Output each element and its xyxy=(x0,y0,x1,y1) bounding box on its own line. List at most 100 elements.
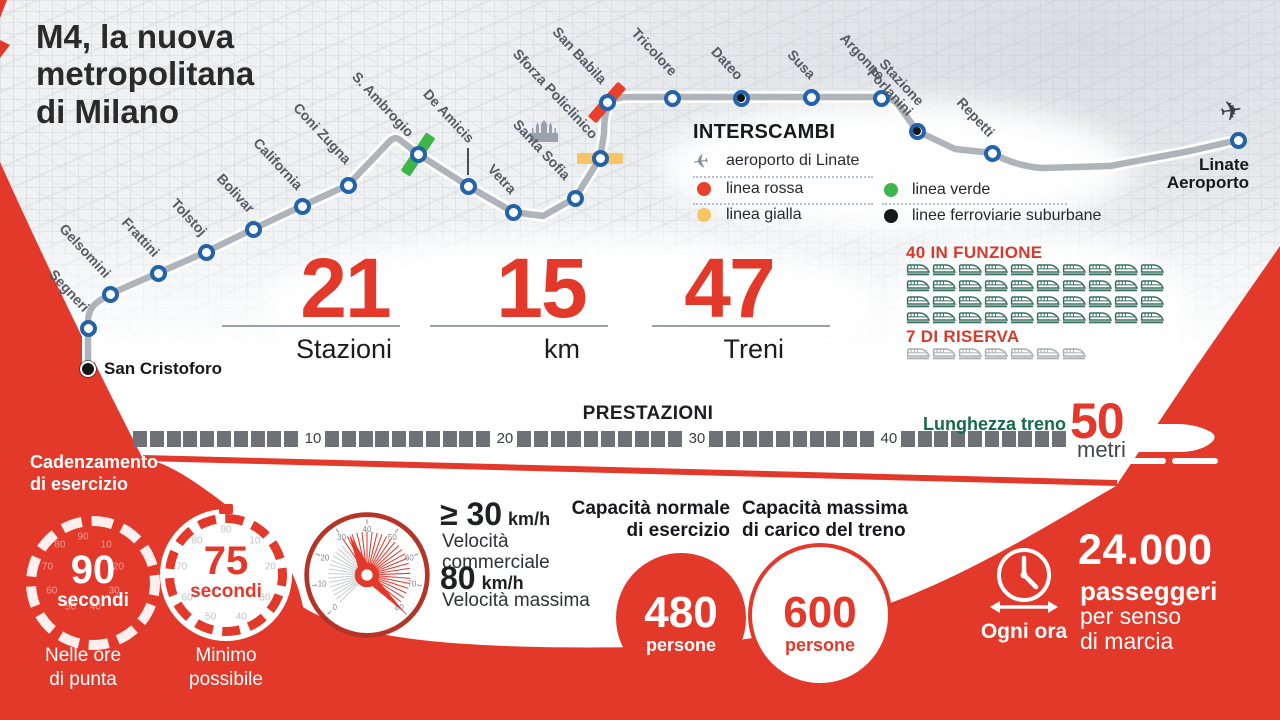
station-san-cristoforo xyxy=(80,361,96,377)
train-icon xyxy=(1062,278,1087,293)
train-icon xyxy=(1010,278,1035,293)
train-length-unit: metri xyxy=(1077,437,1126,462)
train-icon xyxy=(984,294,1009,309)
train-icon xyxy=(1114,278,1139,293)
ruler-square xyxy=(860,430,875,447)
commercial-speed-label: Velocità commerciale xyxy=(442,531,550,574)
ruler-square xyxy=(759,430,774,447)
dial-90-seconds: 90 secondi 10 20 30 40 50 60 70 80 90 xyxy=(26,516,160,650)
ruler-square xyxy=(533,430,548,447)
train-icon xyxy=(1122,424,1218,464)
station-repetti xyxy=(983,144,1001,162)
dial-75-seconds: 75 secondi 10 20 30 40 50 60 70 80 90 xyxy=(160,504,292,641)
station-label-linate-aeroporto: Linate Aeroporto xyxy=(1166,155,1249,192)
hourly-line2: per senso xyxy=(1080,603,1182,629)
clock-icon xyxy=(990,548,1058,613)
station-frattini xyxy=(149,264,167,282)
ruler-square xyxy=(725,430,740,447)
ruler-square xyxy=(375,430,390,447)
station-label-text: Vetra xyxy=(484,161,520,198)
cadenzamento-heading: Cadenzamento di esercizio xyxy=(30,452,159,494)
commercial-speed-row: ≥ 30 km/h xyxy=(440,496,550,533)
train-icon xyxy=(958,310,983,325)
svg-text:60: 60 xyxy=(405,553,414,562)
legend-separator xyxy=(882,203,1067,205)
ruler-square xyxy=(984,430,999,447)
ruler-square xyxy=(617,430,632,447)
train-length-label: Lunghezza treno xyxy=(923,414,1066,434)
ruler-square xyxy=(516,430,531,447)
dial-tick-number: 10 xyxy=(100,539,112,551)
dial-75-crown xyxy=(219,504,233,514)
svg-text:0: 0 xyxy=(332,603,337,612)
fleet-reserve-grid xyxy=(906,346,1168,362)
station-label-text: Tolstoj xyxy=(168,195,211,240)
dial-tick-number: 60 xyxy=(46,585,58,597)
ruler-square xyxy=(600,430,615,447)
station-label-text: Gelsomini xyxy=(56,220,115,282)
legend-separator xyxy=(693,176,873,178)
dial-tick-number: 70 xyxy=(176,561,188,573)
train-icon xyxy=(1140,310,1165,325)
dial-tick-number: 30 xyxy=(259,592,271,603)
ruler-square xyxy=(358,430,373,447)
dial-tick-number: 10 xyxy=(249,535,261,547)
ruler-square xyxy=(809,430,824,447)
ruler-square xyxy=(476,430,491,447)
train-icon xyxy=(932,262,957,277)
dial-tick-number: 70 xyxy=(41,561,54,573)
ruler-tick-label: 40 xyxy=(880,430,898,447)
station-label-text: Santa Sofia xyxy=(509,116,574,184)
svg-text:50: 50 xyxy=(388,533,397,542)
train-icon xyxy=(958,262,983,277)
train-length-ruler: 10 20 30 40 xyxy=(133,430,1069,447)
ruler-square xyxy=(200,430,215,447)
legend-red-line-label: linea rossa xyxy=(726,180,804,197)
train-icon xyxy=(1088,262,1113,277)
legend-suburban-rail-icon xyxy=(884,209,898,223)
ruler-square xyxy=(634,430,649,447)
train-icon xyxy=(1088,310,1113,325)
station-label-text: Bolivar xyxy=(213,170,258,217)
station-leader-line xyxy=(467,148,469,175)
speed-gauge: 01020304050607080 xyxy=(301,509,433,641)
train-icon xyxy=(1062,294,1087,309)
train-icon xyxy=(1088,278,1113,293)
ruler-tick-label: 20 xyxy=(496,430,514,447)
train-icon xyxy=(1010,310,1035,325)
ruler-square xyxy=(1052,430,1067,447)
dial-tick-number: 80 xyxy=(191,535,203,547)
station-label-text: Susa xyxy=(783,46,819,83)
dial-tick-number: 90 xyxy=(220,524,232,536)
train-icon xyxy=(906,262,931,277)
train-icon xyxy=(1036,262,1061,277)
max-speed-unit: km/h xyxy=(481,573,524,593)
station-label-text: California xyxy=(250,135,307,194)
ruler-square xyxy=(459,430,474,447)
train-icon xyxy=(932,310,957,325)
capacity-max-title: Capacità massima di carico del treno xyxy=(742,498,908,541)
airplane-icon: ✈ xyxy=(691,150,711,175)
capacity-normal-unit: persone xyxy=(645,635,717,655)
dial-75-tick-ring xyxy=(165,514,287,636)
station-label-text: S. Ambrogio xyxy=(349,68,418,141)
station-tricolore xyxy=(663,89,681,107)
hourly-line1: passeggeri xyxy=(1080,576,1218,606)
train-icon xyxy=(958,294,983,309)
ruler-square xyxy=(341,430,356,447)
legend-green-line-label: linea verde xyxy=(912,181,991,198)
train-icon xyxy=(1114,294,1139,309)
station-dateo xyxy=(732,89,750,107)
station-de-amicis xyxy=(459,177,477,195)
legend-red-line-icon xyxy=(697,182,711,196)
max-speed-row: 80 km/h xyxy=(440,560,524,597)
station-label-text: Frattini xyxy=(118,214,163,261)
ruler-square xyxy=(968,430,983,447)
ruler-square xyxy=(900,430,915,447)
train-icon xyxy=(1140,278,1165,293)
capacity-normal-circle: 480 persone xyxy=(616,553,746,683)
train-icon xyxy=(1088,294,1113,309)
train-icon xyxy=(932,294,957,309)
train-icon xyxy=(1036,310,1061,325)
train-icon xyxy=(984,278,1009,293)
